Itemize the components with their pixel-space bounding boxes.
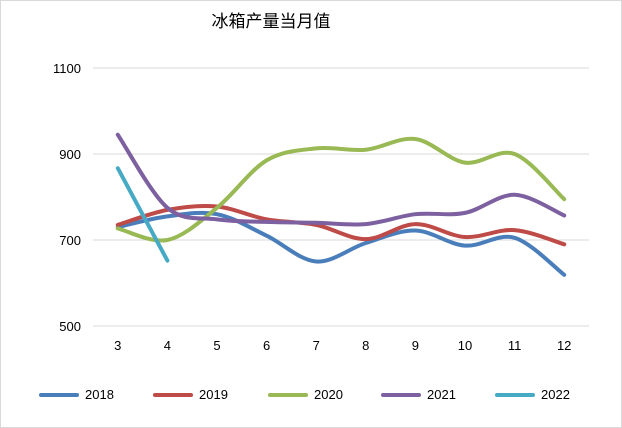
series-line-2018 xyxy=(115,210,567,277)
x-tick-label: 8 xyxy=(362,338,369,353)
series-line-2022 xyxy=(115,166,170,263)
legend-item: 2018 xyxy=(39,387,114,402)
x-tick-label: 4 xyxy=(164,338,171,353)
legend-label: 2022 xyxy=(541,387,570,402)
x-tick-label: 12 xyxy=(557,338,571,353)
series-line-2019 xyxy=(115,203,567,247)
x-tick-label: 5 xyxy=(213,338,220,353)
legend-swatch xyxy=(495,392,535,397)
x-tick-label: 9 xyxy=(412,338,419,353)
legend-item: 2021 xyxy=(381,387,456,402)
plot-area: 500 700 900 1100 3 4 5 6 7 8 9 10 11 12 xyxy=(53,61,589,353)
legend-swatch xyxy=(39,392,79,397)
chart-title: 冰箱产量当月值 xyxy=(211,12,331,32)
x-tick-label: 11 xyxy=(508,338,522,353)
series-line-2021 xyxy=(115,132,567,227)
x-tick-label: 6 xyxy=(263,338,270,353)
legend-label: 2019 xyxy=(199,387,228,402)
legend-swatch xyxy=(153,392,193,397)
legend-swatch xyxy=(381,392,421,397)
legend-item: 2019 xyxy=(153,387,228,402)
series-line-2020 xyxy=(115,136,567,243)
legend-label: 2020 xyxy=(314,387,343,402)
y-tick-label: 700 xyxy=(59,233,81,248)
x-tick-label: 10 xyxy=(458,338,472,353)
x-tick-label: 3 xyxy=(114,338,121,353)
legend-item: 2022 xyxy=(495,387,570,402)
y-tick-label: 900 xyxy=(59,147,81,162)
legend: 2018 2019 2020 2021 2022 xyxy=(1,387,621,409)
y-tick-label: 500 xyxy=(59,319,81,334)
y-tick-label: 1100 xyxy=(53,61,81,76)
legend-swatch xyxy=(268,392,308,397)
legend-label: 2021 xyxy=(427,387,456,402)
legend-label: 2018 xyxy=(85,387,114,402)
x-tick-label: 7 xyxy=(313,338,320,353)
legend-item: 2020 xyxy=(268,387,343,402)
